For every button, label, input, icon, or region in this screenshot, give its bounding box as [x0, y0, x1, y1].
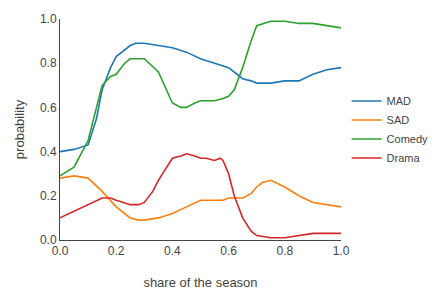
svg-text:0.4: 0.4 [164, 244, 181, 258]
svg-text:0.2: 0.2 [40, 189, 57, 203]
svg-text:0.0: 0.0 [52, 244, 69, 258]
svg-text:1.0: 1.0 [333, 244, 350, 258]
svg-text:0.8: 0.8 [276, 244, 293, 258]
svg-text:1.0: 1.0 [40, 12, 57, 26]
svg-text:0.6: 0.6 [40, 101, 57, 115]
svg-text:probability: probability [12, 99, 27, 159]
svg-text:SAD: SAD [387, 114, 410, 126]
svg-text:share of the season: share of the season [143, 275, 257, 290]
svg-text:0.6: 0.6 [220, 244, 237, 258]
svg-text:Comedy: Comedy [387, 133, 428, 145]
svg-text:MAD: MAD [387, 95, 412, 107]
svg-text:0.0: 0.0 [40, 233, 57, 247]
svg-text:0.8: 0.8 [40, 56, 57, 70]
svg-text:Drama: Drama [387, 152, 421, 164]
svg-text:0.2: 0.2 [108, 244, 125, 258]
svg-text:0.4: 0.4 [40, 145, 57, 159]
